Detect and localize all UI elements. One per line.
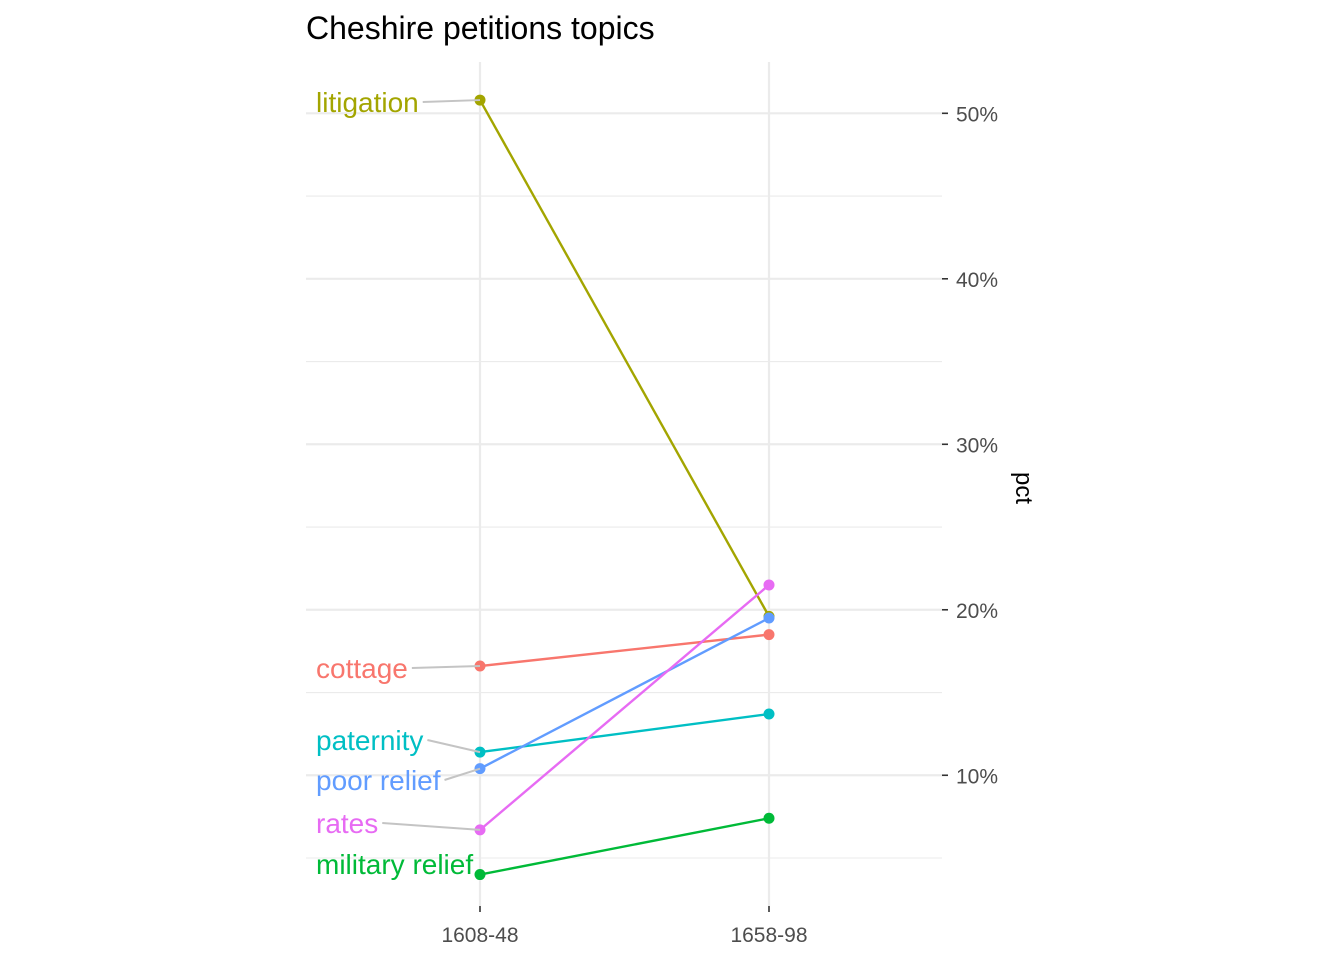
data-point-rates-1 xyxy=(763,579,775,591)
series-line-litigation xyxy=(478,99,771,617)
series-line-poor-relief xyxy=(479,616,770,770)
x-tick-label-0: 1608-48 xyxy=(441,924,518,947)
series-line-cottage xyxy=(479,633,770,668)
data-point-military-relief-1 xyxy=(763,812,775,824)
data-point-paternity-1 xyxy=(763,708,775,720)
series-label-poor-relief: poor relief xyxy=(316,765,441,796)
y-tick-label-0: 10% xyxy=(956,765,998,788)
series-label-rates: rates xyxy=(316,808,378,839)
data-point-poor-relief-1 xyxy=(763,612,775,624)
series-line-military-relief xyxy=(479,817,770,876)
data-point-cottage-1 xyxy=(763,629,775,641)
y-axis-title: pct xyxy=(1010,472,1037,504)
x-tick-label-1: 1658-98 xyxy=(730,924,807,947)
y-tick-label-4: 50% xyxy=(956,103,998,126)
y-tick-label-3: 40% xyxy=(956,269,998,292)
series-line-rates xyxy=(479,584,770,831)
series-line-paternity xyxy=(479,712,770,754)
data-points xyxy=(474,94,775,881)
series-labels: litigation cottage paternity poor relief rat… xyxy=(316,87,473,880)
y-tick-label-2: 30% xyxy=(956,434,998,457)
data-point-military-relief-0 xyxy=(474,869,486,881)
series-label-litigation: litigation xyxy=(316,87,419,118)
label-connector-paternity xyxy=(427,739,481,754)
series-label-cottage: cottage xyxy=(316,653,408,684)
grid xyxy=(306,62,942,906)
x-axis-ticks: 1608-48 1658-98 xyxy=(441,906,808,947)
label-connector-poor-relief xyxy=(444,767,481,781)
series-lines xyxy=(478,99,771,876)
series-label-military-relief: military relief xyxy=(316,849,473,880)
series-label-paternity: paternity xyxy=(316,725,423,756)
label-connector-cottage xyxy=(411,665,481,669)
y-tick-label-1: 20% xyxy=(956,600,998,623)
y-axis-ticks: 10% 20% 30% 40% 50% xyxy=(942,103,998,788)
label-connector-litigation xyxy=(422,99,481,103)
chart-title: Cheshire petitions topics xyxy=(306,10,655,46)
label-connectors xyxy=(382,99,481,831)
label-connector-rates xyxy=(382,822,481,831)
